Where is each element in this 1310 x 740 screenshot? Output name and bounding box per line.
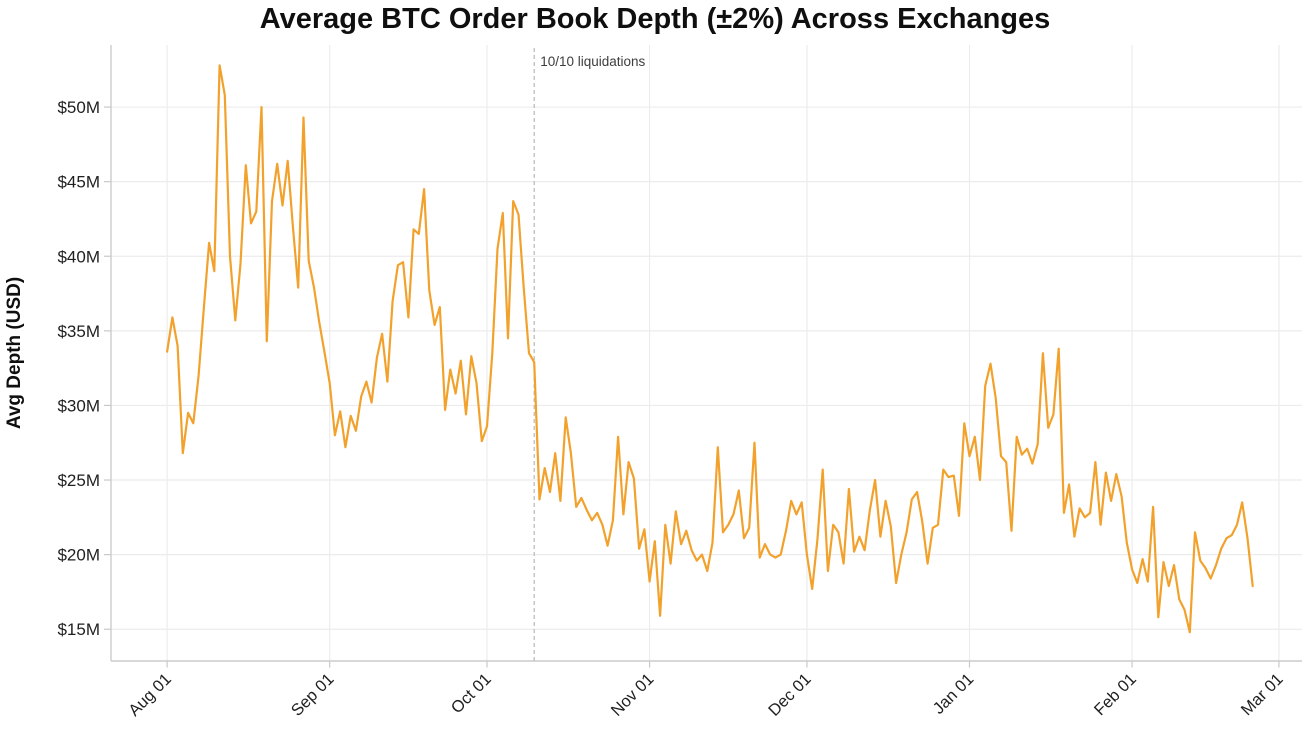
y-tick-label: $50M bbox=[57, 98, 100, 117]
y-tick-label: $15M bbox=[57, 620, 100, 639]
label-layer: $50M $45M $40M $35M $30M $25M $20M $15M Aug 01 Se… bbox=[57, 98, 1286, 720]
axis-layer bbox=[104, 45, 1302, 668]
x-tick-label: Sep 01 bbox=[288, 670, 338, 720]
y-tick-label: $45M bbox=[57, 173, 100, 192]
x-tick-label: Jan 01 bbox=[930, 670, 978, 718]
x-tick-label: Aug 01 bbox=[125, 670, 175, 720]
x-tick-label: Nov 01 bbox=[608, 670, 658, 720]
x-tick-label: Feb 01 bbox=[1091, 670, 1140, 719]
y-axis-label: Avg Depth (USD) bbox=[4, 277, 25, 429]
x-tick-label: Mar 01 bbox=[1238, 670, 1287, 719]
y-tick-label: $20M bbox=[57, 546, 100, 565]
y-tick-label: $25M bbox=[57, 471, 100, 490]
x-tick-label: Oct 01 bbox=[448, 670, 495, 717]
chart-title: Average BTC Order Book Depth (±2%) Acros… bbox=[260, 3, 1051, 35]
depth-line-series bbox=[166, 64, 1254, 634]
x-tick-label: Dec 01 bbox=[765, 670, 815, 720]
y-tick-label: $35M bbox=[57, 322, 100, 341]
annotation-label: 10/10 liquidations bbox=[540, 54, 645, 69]
y-tick-label: $40M bbox=[57, 247, 100, 266]
y-tick-label: $30M bbox=[57, 396, 100, 415]
